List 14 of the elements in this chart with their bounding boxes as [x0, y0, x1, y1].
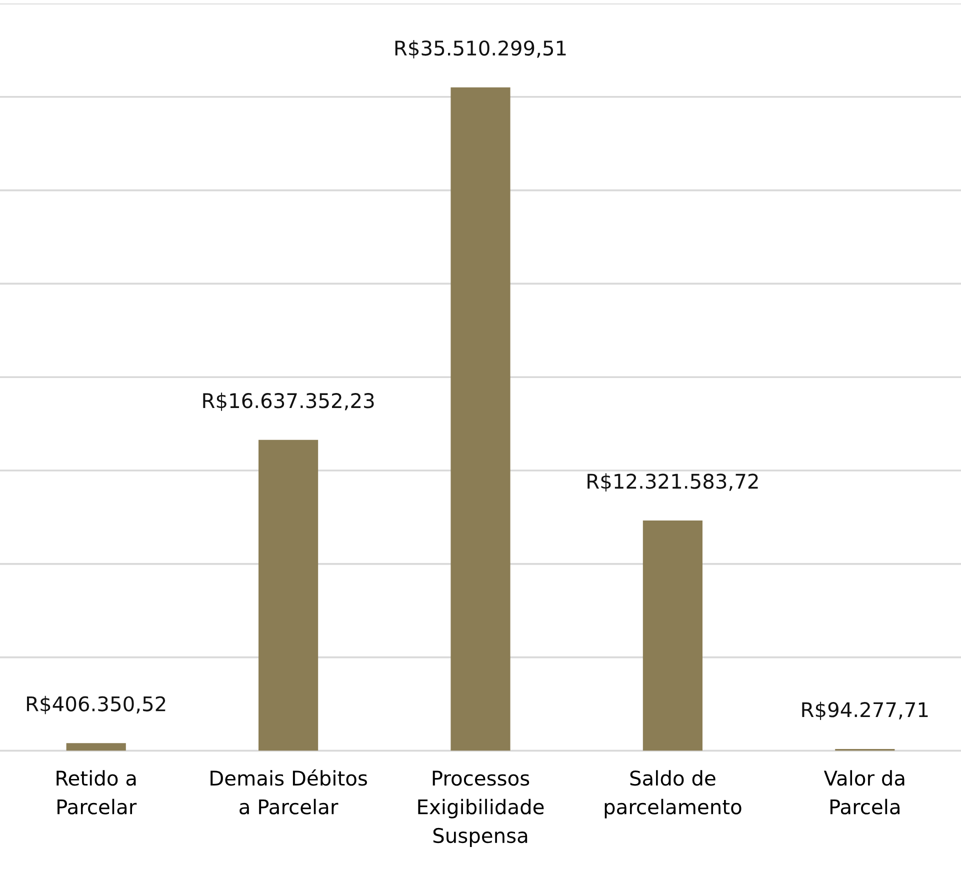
bar [450, 87, 510, 751]
bar [642, 520, 702, 751]
data-label: R$16.637.352,23 [203, 392, 374, 411]
bar [258, 440, 318, 751]
data-label: R$35.510.299,51 [395, 40, 566, 58]
x-tick-label: Demais Débitos a Parcelar [210, 769, 367, 814]
x-tick-label: Processos Exigibilidade Suspensa [418, 770, 544, 848]
bar [66, 743, 126, 751]
data-label: R$12.321.583,72 [588, 473, 758, 492]
data-label: R$406.350,52 [27, 696, 166, 714]
x-tick-label: Retido a Parcelar [56, 770, 137, 814]
data-label: R$94.277,71 [802, 702, 928, 720]
x-tick-label: Valor da Parcela [824, 770, 904, 814]
x-tick-label: Saldo de parcelamento [604, 770, 742, 818]
